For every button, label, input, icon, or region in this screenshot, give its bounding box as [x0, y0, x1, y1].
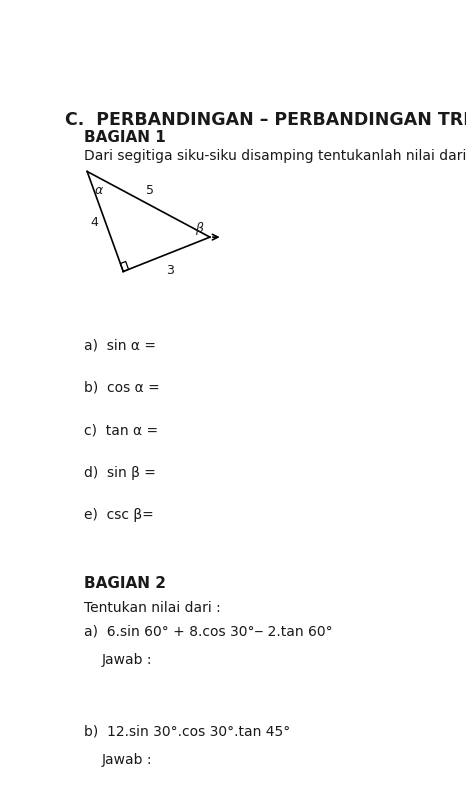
Text: Jawab :: Jawab : — [102, 652, 152, 666]
Text: b)  cos α =: b) cos α = — [83, 380, 159, 394]
Text: a)  sin α =: a) sin α = — [83, 337, 156, 352]
Text: C.  PERBANDINGAN – PERBANDINGAN TRIGONOMETRI: C. PERBANDINGAN – PERBANDINGAN TRIGONOME… — [65, 111, 466, 129]
Text: e)  csc β=: e) csc β= — [83, 508, 153, 521]
Text: BAGIAN 2: BAGIAN 2 — [83, 575, 165, 590]
Text: d)  sin β =: d) sin β = — [83, 466, 155, 479]
Text: BAGIAN 1: BAGIAN 1 — [83, 130, 165, 145]
Text: α: α — [95, 183, 103, 196]
Text: b)  12.sin 30°.cos 30°.tan 45°: b) 12.sin 30°.cos 30°.tan 45° — [83, 723, 290, 738]
Text: β: β — [195, 221, 203, 234]
Text: 3: 3 — [166, 264, 174, 277]
Text: 5: 5 — [146, 183, 154, 196]
Text: Dari segitiga siku-siku disamping tentukanlah nilai dari :: Dari segitiga siku-siku disamping tentuk… — [83, 148, 466, 162]
Text: 4: 4 — [90, 216, 98, 229]
Text: c)  tan α =: c) tan α = — [83, 423, 158, 436]
Text: a)  6.sin 60° + 8.cos 30°‒ 2.tan 60°: a) 6.sin 60° + 8.cos 30°‒ 2.tan 60° — [83, 624, 332, 637]
Text: Tentukan nilai dari :: Tentukan nilai dari : — [83, 600, 220, 614]
Text: Jawab :: Jawab : — [102, 752, 152, 766]
